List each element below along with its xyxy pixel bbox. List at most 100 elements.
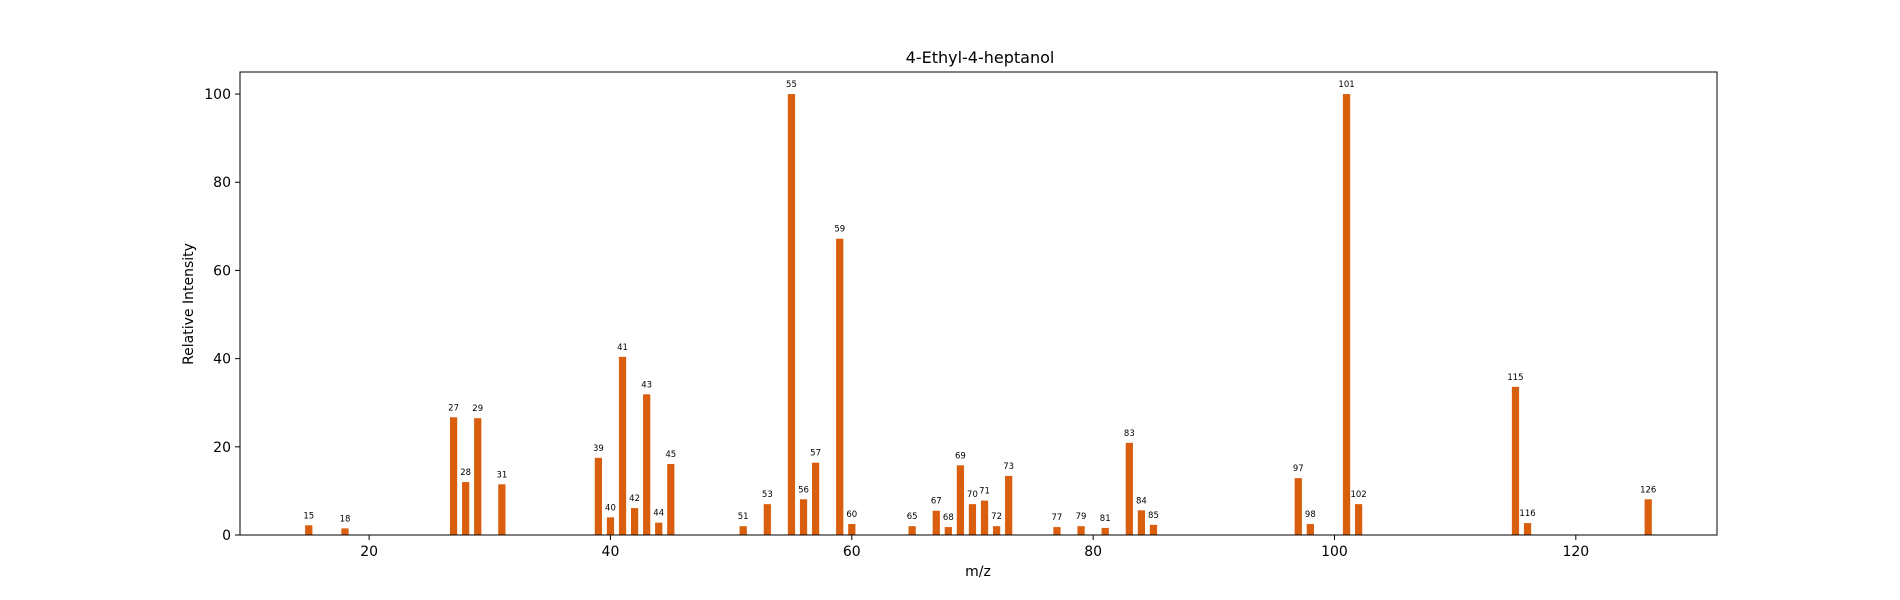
- data-label-mz-81: 81: [1100, 514, 1111, 524]
- data-label-mz-45: 45: [665, 450, 676, 460]
- bar-mz-51: [739, 526, 747, 535]
- data-label-mz-15: 15: [303, 511, 314, 521]
- bar-mz-72: [992, 526, 1001, 535]
- bar-mz-55: [787, 94, 796, 536]
- data-label-mz-56: 56: [798, 485, 809, 495]
- data-label-mz-71: 71: [979, 487, 990, 497]
- data-label-mz-79: 79: [1076, 512, 1087, 522]
- data-label-mz-44: 44: [653, 509, 664, 519]
- bar-mz-116: [1523, 523, 1532, 535]
- data-label-mz-68: 68: [943, 513, 954, 523]
- data-label-mz-27: 27: [448, 403, 459, 413]
- bar-mz-81: [1101, 527, 1109, 535]
- bar-mz-53: [763, 504, 771, 535]
- data-label-mz-41: 41: [617, 343, 628, 353]
- data-label-mz-29: 29: [472, 404, 483, 414]
- data-label-mz-73: 73: [1003, 462, 1014, 472]
- data-label-mz-31: 31: [496, 470, 507, 480]
- bar-mz-60: [848, 523, 856, 535]
- data-label-mz-51: 51: [738, 512, 749, 522]
- bar-mz-28: [462, 482, 470, 535]
- data-label-mz-98: 98: [1305, 510, 1316, 520]
- data-label-mz-97: 97: [1293, 464, 1304, 474]
- bar-mz-45: [667, 464, 675, 535]
- y-axis-label: Relative Intensity: [181, 243, 197, 365]
- bar-mz-97: [1294, 478, 1302, 535]
- x-tick-label-120: 120: [1562, 544, 1589, 560]
- y-tick-label-80: 80: [213, 175, 231, 191]
- x-axis-label: m/z: [965, 564, 991, 580]
- plot-frame: [239, 71, 1718, 536]
- data-label-mz-85: 85: [1148, 511, 1159, 521]
- y-tick-label-40: 40: [213, 352, 231, 368]
- data-label-mz-101: 101: [1338, 80, 1354, 90]
- data-label-mz-39: 39: [593, 444, 604, 454]
- bar-mz-44: [655, 522, 663, 535]
- x-tick-label-80: 80: [1084, 544, 1102, 560]
- data-label-mz-53: 53: [762, 490, 773, 500]
- bars-group: [305, 94, 1652, 536]
- bar-mz-29: [474, 418, 482, 535]
- bar-mz-98: [1306, 523, 1314, 535]
- data-label-mz-126: 126: [1640, 485, 1656, 495]
- data-label-mz-83: 83: [1124, 429, 1135, 439]
- bar-mz-84: [1137, 510, 1146, 535]
- bar-mz-83: [1125, 442, 1133, 535]
- bar-mz-67: [932, 510, 940, 535]
- data-label-mz-59: 59: [834, 225, 845, 235]
- bar-mz-15: [305, 525, 313, 535]
- y-tick-label-0: 0: [222, 528, 231, 544]
- bar-mz-71: [980, 500, 989, 535]
- bar-mz-42: [630, 508, 639, 535]
- data-label-mz-84: 84: [1136, 496, 1147, 506]
- data-label-mz-77: 77: [1052, 513, 1063, 523]
- bar-mz-18: [341, 528, 349, 535]
- bar-mz-43: [643, 394, 651, 535]
- bar-mz-57: [811, 462, 820, 535]
- bar-mz-31: [498, 484, 506, 535]
- data-label-mz-72: 72: [991, 512, 1002, 522]
- bar-mz-126: [1644, 499, 1652, 535]
- bar-mz-77: [1053, 527, 1061, 535]
- data-label-mz-42: 42: [629, 494, 640, 504]
- data-label-mz-60: 60: [846, 510, 857, 520]
- data-label-mz-18: 18: [340, 514, 351, 524]
- chart-title: 4-Ethyl-4-heptanol: [906, 48, 1055, 67]
- bar-mz-68: [944, 527, 952, 535]
- bar-mz-59: [836, 238, 844, 535]
- y-tick-label-20: 20: [213, 440, 231, 456]
- bar-mz-69: [956, 465, 965, 535]
- bar-mz-115: [1511, 386, 1520, 535]
- data-label-mz-69: 69: [955, 451, 966, 461]
- bar-mz-27: [449, 417, 458, 535]
- data-label-mz-67: 67: [931, 497, 942, 507]
- bar-mz-70: [968, 504, 977, 535]
- x-axis: 20 40 60 80 100 120: [360, 535, 1589, 560]
- bar-mz-65: [908, 526, 916, 535]
- bar-mz-79: [1077, 526, 1085, 535]
- y-tick-label-100: 100: [204, 87, 231, 103]
- bar-mz-73: [1005, 475, 1013, 535]
- data-label-mz-115: 115: [1507, 373, 1523, 383]
- x-tick-label-40: 40: [602, 544, 620, 560]
- y-tick-label-60: 60: [213, 263, 231, 279]
- data-label-mz-57: 57: [810, 449, 821, 459]
- data-label-mz-65: 65: [907, 512, 918, 522]
- data-label-mz-55: 55: [786, 80, 797, 90]
- x-tick-label-20: 20: [360, 544, 378, 560]
- data-label-mz-116: 116: [1519, 509, 1535, 519]
- data-label-mz-102: 102: [1350, 490, 1366, 500]
- bar-mz-41: [618, 356, 627, 535]
- bar-mz-56: [799, 499, 808, 535]
- data-label-mz-70: 70: [967, 490, 978, 500]
- y-axis: 0 20 40 60 80 100: [204, 87, 240, 544]
- bar-mz-39: [594, 457, 603, 535]
- x-tick-label-60: 60: [843, 544, 861, 560]
- bar-mz-85: [1149, 524, 1158, 535]
- data-label-mz-28: 28: [460, 468, 471, 478]
- data-label-mz-40: 40: [605, 503, 616, 513]
- bar-mz-40: [606, 517, 615, 535]
- data-label-mz-43: 43: [641, 380, 652, 390]
- bar-mz-101: [1342, 94, 1351, 536]
